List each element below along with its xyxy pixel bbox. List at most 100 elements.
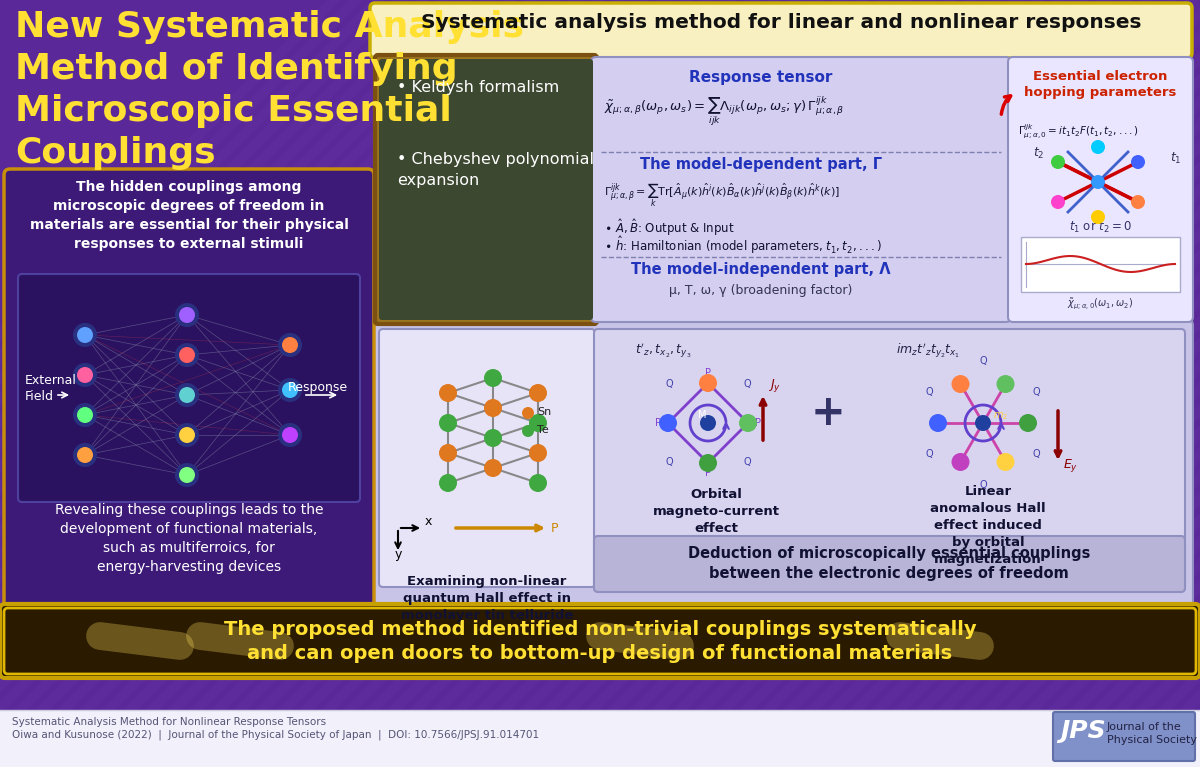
Text: +: +: [811, 392, 845, 434]
Text: M: M: [698, 410, 707, 420]
Text: and can open doors to bottom-up design of functional materials: and can open doors to bottom-up design o…: [247, 644, 953, 663]
Text: Journal of the
Physical Society of Japan: Journal of the Physical Society of Japan: [1108, 722, 1200, 746]
Polygon shape: [1034, 0, 1200, 767]
Text: $t'_z,t_{x_2},t_{y_3}$: $t'_z,t_{x_2},t_{y_3}$: [635, 341, 691, 360]
Circle shape: [77, 367, 94, 383]
Text: x: x: [425, 515, 432, 528]
Text: The hidden couplings among
microscopic degrees of freedom in
materials are essen: The hidden couplings among microscopic d…: [30, 180, 348, 251]
Text: Sn: Sn: [538, 407, 551, 417]
Polygon shape: [286, 0, 1067, 767]
Text: Microscopic Essential: Microscopic Essential: [14, 94, 451, 128]
Text: The proposed method identified non-trivial couplings systematically: The proposed method identified non-trivi…: [223, 620, 977, 639]
Text: Revealing these couplings leads to the
development of functional materials,
such: Revealing these couplings leads to the d…: [55, 503, 323, 574]
Circle shape: [278, 333, 302, 357]
Polygon shape: [660, 0, 1200, 767]
Text: $\bullet$ $\hat{h}$: Hamiltonian (model parameters, $t_1, t_2,...$): $\bullet$ $\hat{h}$: Hamiltonian (model …: [604, 234, 882, 256]
Circle shape: [484, 459, 502, 477]
Polygon shape: [550, 0, 1200, 767]
Polygon shape: [0, 0, 364, 767]
Text: Systematic analysis method for linear and nonlinear responses: Systematic analysis method for linear an…: [421, 13, 1141, 32]
Text: Examining non-linear
quantum Hall effect in
monolayer tin telluride: Examining non-linear quantum Hall effect…: [401, 575, 574, 622]
Circle shape: [175, 303, 199, 327]
Circle shape: [484, 399, 502, 417]
Circle shape: [179, 427, 194, 443]
Polygon shape: [0, 0, 341, 767]
Polygon shape: [836, 0, 1200, 767]
Polygon shape: [0, 0, 715, 767]
Text: P: P: [755, 418, 761, 428]
Text: Q: Q: [925, 449, 934, 459]
Text: $t_1$ or $t_2=0$: $t_1$ or $t_2=0$: [1068, 220, 1132, 235]
FancyBboxPatch shape: [594, 536, 1186, 592]
Polygon shape: [0, 0, 430, 767]
Text: Q: Q: [665, 379, 673, 389]
Circle shape: [77, 407, 94, 423]
Polygon shape: [924, 0, 1200, 767]
Polygon shape: [968, 0, 1200, 767]
FancyBboxPatch shape: [1054, 712, 1195, 761]
Polygon shape: [0, 0, 649, 767]
Text: Essential electron
hopping parameters: Essential electron hopping parameters: [1024, 70, 1176, 99]
Text: $\Gamma^{ijk}_{\mu;\alpha,\beta}=\sum_k\mathrm{Tr}[\hat{A}_\mu(k)\hat{h}^i(k)\ha: $\Gamma^{ijk}_{\mu;\alpha,\beta}=\sum_k\…: [604, 182, 840, 209]
Circle shape: [175, 343, 199, 367]
Circle shape: [439, 414, 457, 432]
Text: Te: Te: [538, 425, 548, 435]
Polygon shape: [44, 0, 826, 767]
Circle shape: [73, 363, 97, 387]
Circle shape: [1091, 175, 1105, 189]
Polygon shape: [946, 0, 1200, 767]
Polygon shape: [0, 0, 496, 767]
Circle shape: [1051, 195, 1066, 209]
Text: y: y: [395, 548, 402, 561]
Text: Response: Response: [288, 381, 348, 394]
Circle shape: [175, 463, 199, 487]
Bar: [0, 710, 1200, 767]
Text: $\tilde{\chi}_{\mu;\alpha,0}(\omega_1,\omega_2)$: $\tilde{\chi}_{\mu;\alpha,0}(\omega_1,\o…: [1067, 297, 1133, 312]
Circle shape: [73, 323, 97, 347]
Polygon shape: [528, 0, 1200, 767]
Circle shape: [522, 407, 534, 419]
Circle shape: [739, 414, 757, 432]
Polygon shape: [726, 0, 1200, 767]
Polygon shape: [0, 0, 583, 767]
Text: Linear
anomalous Hall
effect induced
by orbital
magnetization: Linear anomalous Hall effect induced by …: [930, 485, 1046, 566]
FancyBboxPatch shape: [4, 608, 1196, 674]
Polygon shape: [176, 0, 958, 767]
Polygon shape: [264, 0, 1045, 767]
Polygon shape: [638, 0, 1200, 767]
Polygon shape: [0, 0, 671, 767]
Text: JPS: JPS: [1060, 719, 1105, 743]
Polygon shape: [1122, 0, 1200, 767]
Polygon shape: [198, 0, 979, 767]
Text: External
Field: External Field: [25, 374, 77, 403]
Circle shape: [974, 415, 991, 431]
Text: P: P: [655, 418, 661, 428]
Circle shape: [952, 453, 970, 471]
Circle shape: [77, 327, 94, 343]
Polygon shape: [0, 0, 451, 767]
Circle shape: [179, 347, 194, 363]
Polygon shape: [616, 0, 1200, 767]
Text: Q: Q: [979, 356, 986, 366]
Circle shape: [1051, 155, 1066, 169]
Text: $m_2$: $m_2$: [994, 410, 1008, 422]
Text: Q: Q: [979, 480, 986, 490]
Polygon shape: [572, 0, 1200, 767]
Polygon shape: [1100, 0, 1200, 767]
Polygon shape: [814, 0, 1200, 767]
FancyBboxPatch shape: [374, 55, 598, 324]
Circle shape: [1019, 414, 1037, 432]
Text: Oiwa and Kusunose (2022)  |  Journal of the Physical Society of Japan  |  DOI: 1: Oiwa and Kusunose (2022) | Journal of th…: [12, 730, 539, 740]
Polygon shape: [1056, 0, 1200, 767]
Polygon shape: [220, 0, 1001, 767]
Text: $t_2$: $t_2$: [1033, 146, 1044, 161]
Text: Q: Q: [743, 457, 751, 467]
Polygon shape: [0, 0, 562, 767]
Polygon shape: [682, 0, 1200, 767]
Polygon shape: [0, 0, 407, 767]
Circle shape: [77, 447, 94, 463]
Polygon shape: [0, 0, 737, 767]
Polygon shape: [154, 0, 935, 767]
Polygon shape: [132, 0, 913, 767]
Polygon shape: [880, 0, 1200, 767]
